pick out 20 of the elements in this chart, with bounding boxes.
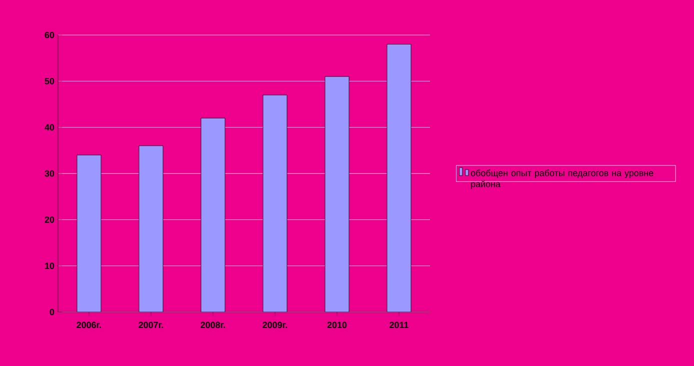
legend-label: обобщен опыт работы педагогов на уровне района	[470, 170, 654, 189]
y-tick-label: 30	[44, 170, 54, 177]
bar	[139, 146, 163, 312]
bar	[263, 95, 287, 312]
x-tick-label: 2007г.	[138, 322, 164, 328]
x-tick-label: 2006г.	[76, 322, 102, 328]
x-tick-label: 2010	[327, 322, 347, 328]
y-tick-label: 60	[44, 32, 54, 38]
x-tick-label: 2009г.	[262, 322, 288, 328]
bar	[77, 155, 101, 312]
x-tick-label: 2008г.	[200, 322, 226, 328]
bar	[386, 44, 412, 312]
y-tick-label: 50	[44, 78, 54, 84]
x-tick-label: 2011	[390, 322, 408, 328]
y-tick-label: 0	[50, 308, 54, 316]
bar	[325, 76, 349, 312]
bar	[201, 118, 225, 312]
y-tick-label: 40	[44, 124, 54, 131]
y-tick-label: 10	[45, 262, 54, 270]
y-tick-label: 20	[44, 216, 54, 223]
